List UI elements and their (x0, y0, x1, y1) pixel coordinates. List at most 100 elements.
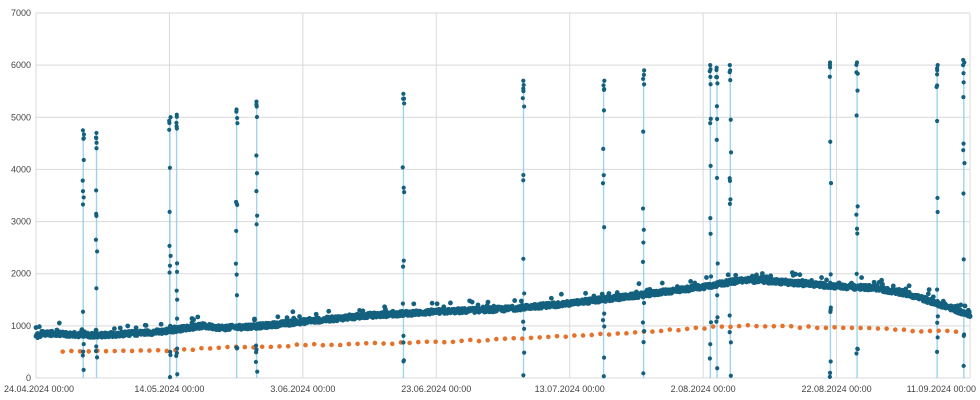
orange-point (164, 348, 170, 354)
spike-point (81, 349, 86, 354)
gridlines (35, 12, 971, 379)
spike-point (708, 274, 714, 279)
spike-point (174, 316, 180, 321)
orange-point (389, 341, 395, 347)
orange-point (866, 325, 872, 331)
spike-point (961, 191, 966, 196)
data-point (733, 272, 739, 278)
spike-point (935, 320, 940, 325)
data-point (548, 295, 554, 301)
data-point (441, 304, 447, 310)
spike-point (81, 157, 86, 163)
spike-point (601, 173, 606, 178)
data-point (111, 326, 117, 332)
spike-point (935, 195, 940, 201)
spike-point (601, 83, 606, 88)
data-point (962, 303, 968, 309)
data-point (284, 315, 290, 321)
spike-point (854, 62, 859, 67)
spike-point (254, 222, 259, 227)
orange-point (277, 344, 282, 349)
data-point (56, 320, 62, 326)
spike-point (401, 185, 406, 190)
x-tick-label: 14.05.2024 00:00 (134, 384, 204, 394)
spike-point (234, 293, 240, 298)
orange-point (676, 327, 681, 333)
spike-point (254, 350, 259, 355)
spike-point (601, 355, 607, 360)
data-point (797, 272, 803, 278)
spike-point (167, 263, 173, 268)
spike-point (93, 237, 99, 242)
data-point (906, 283, 912, 289)
spike-point (714, 175, 720, 181)
orange-point (355, 341, 360, 347)
orange-point (320, 342, 326, 348)
spike-point (255, 213, 260, 218)
spike-point (234, 272, 239, 277)
spike-point (960, 63, 966, 68)
orange-point (945, 328, 950, 334)
orange-point (381, 341, 386, 346)
x-tick-label: 24.04.2024 00:00 (4, 384, 74, 394)
orange-point (797, 325, 803, 330)
orange-point (589, 332, 595, 338)
data-point (583, 290, 588, 296)
orange-point (520, 336, 525, 341)
spike-point (174, 269, 180, 274)
orange-point (832, 324, 837, 330)
orange-point (667, 327, 673, 332)
spike-point (854, 351, 859, 356)
spike-point (255, 369, 260, 374)
spike-point (961, 363, 966, 369)
spike-point (400, 301, 405, 306)
orange-point (606, 332, 612, 337)
orange-point (780, 323, 785, 329)
data-point (326, 308, 332, 314)
data-point (485, 299, 491, 305)
spike-point (254, 114, 260, 120)
orange-point (754, 323, 759, 329)
spike-point (521, 256, 526, 261)
orange-point (407, 340, 412, 346)
orange-point (624, 331, 629, 336)
spike-point (935, 72, 940, 77)
spike-point (642, 329, 647, 334)
spike-point (854, 212, 859, 217)
spike-point (961, 80, 966, 85)
spike-point (601, 146, 606, 152)
spike-point (961, 332, 967, 337)
data-point (469, 299, 475, 305)
orange-point (884, 326, 889, 331)
data-point (890, 283, 896, 289)
spike-point (855, 346, 860, 351)
spike-point (401, 258, 406, 263)
spike-point (401, 91, 406, 96)
spike-point (828, 180, 834, 186)
spike-point (714, 74, 719, 80)
spike-point (934, 349, 940, 354)
spike-point (168, 349, 173, 354)
spike-point (234, 109, 239, 114)
y-tick-label: 1000 (11, 321, 31, 331)
spike-point (935, 118, 940, 124)
data-point (429, 300, 435, 306)
y-tick-label: 0 (26, 373, 31, 383)
spike-point (521, 82, 526, 88)
orange-point (103, 348, 109, 354)
spike-point (602, 324, 607, 329)
spike-point (521, 178, 526, 183)
y-tick-label: 3000 (11, 217, 31, 227)
spike-point (522, 104, 527, 109)
spike-point (234, 201, 239, 206)
spike-point (641, 129, 646, 134)
spike-point (602, 225, 607, 230)
spike-point (401, 340, 406, 345)
spike-point (728, 150, 734, 155)
orange-point (415, 339, 421, 345)
y-tick-label: 5000 (11, 112, 31, 122)
y-tick-label: 4000 (11, 164, 31, 174)
spike-point (253, 359, 259, 365)
spike-point (521, 78, 526, 83)
spike-point (714, 67, 719, 73)
